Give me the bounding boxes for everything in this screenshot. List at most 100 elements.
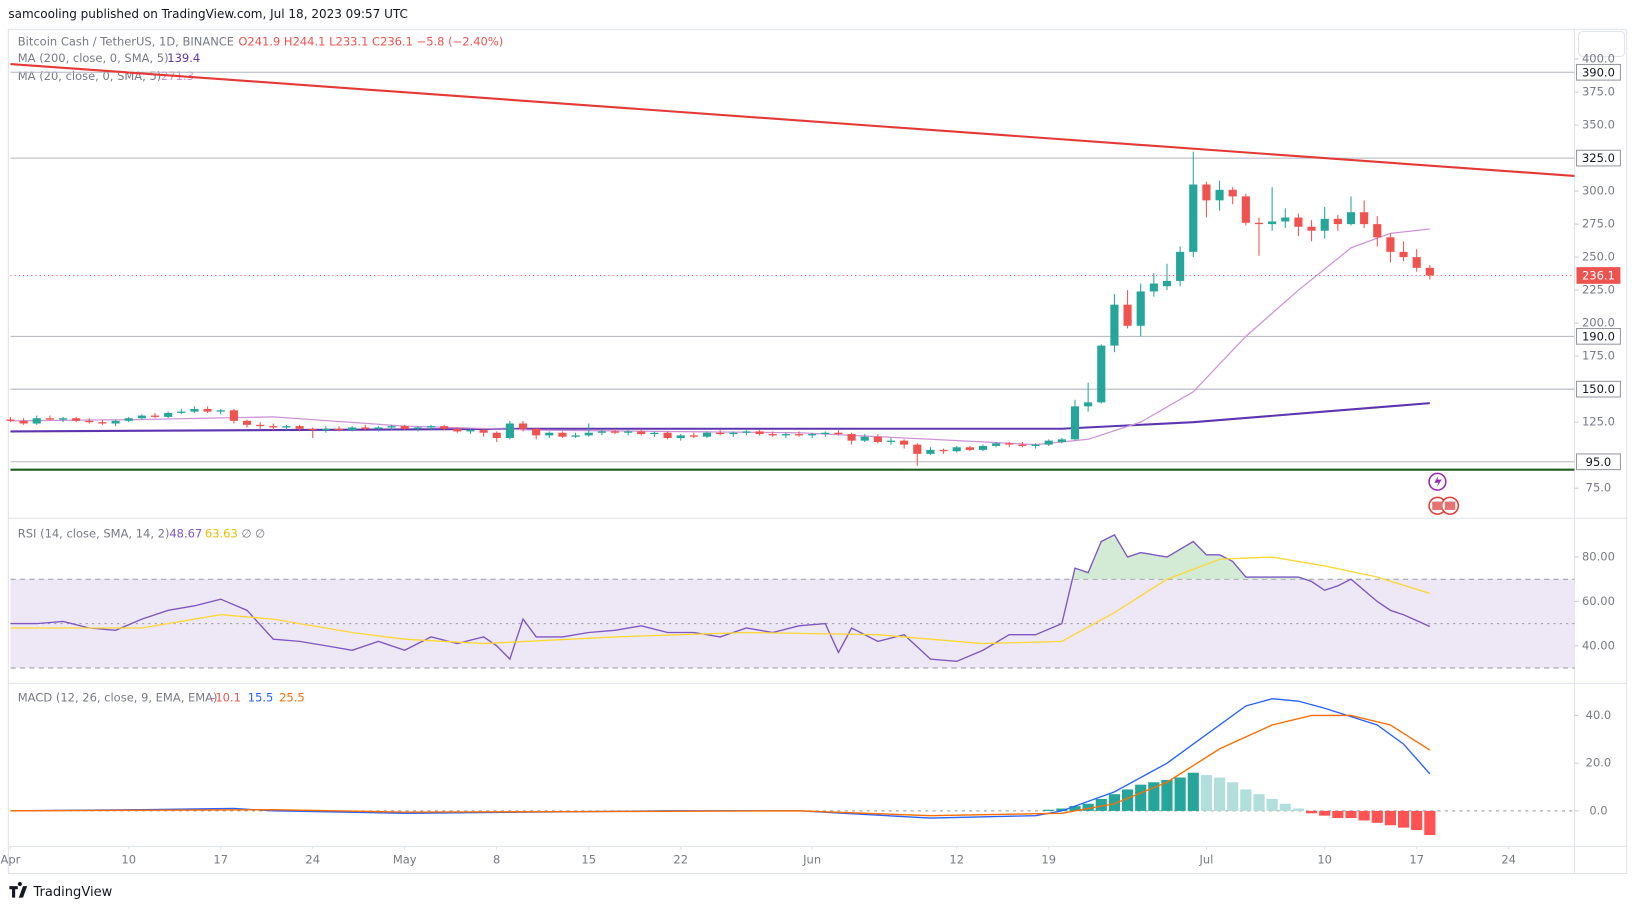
histogram-bar xyxy=(1200,775,1213,811)
level-label-box xyxy=(1575,149,1621,167)
x-tick-label: 10 xyxy=(121,852,136,866)
histogram-bar xyxy=(1384,810,1397,826)
overbought-fill xyxy=(1072,534,1352,580)
candle-body xyxy=(334,428,344,431)
histogram-bar xyxy=(1253,794,1265,811)
candle-body xyxy=(939,449,948,452)
candle-body xyxy=(426,426,436,428)
candle-body xyxy=(1189,184,1198,252)
level-label: 190.0 xyxy=(1582,329,1615,343)
y-tick-label: 375.0 xyxy=(1582,85,1615,99)
y-tick-label: 400.0 xyxy=(1582,52,1615,66)
candle-body xyxy=(781,434,790,436)
candle-body xyxy=(650,432,659,435)
candle-body xyxy=(1070,406,1080,440)
candle-body xyxy=(637,431,646,435)
legend-value: 15.5 xyxy=(248,691,274,705)
histogram-bar xyxy=(1187,772,1199,811)
x-tick-label: Jul xyxy=(1198,852,1213,866)
event-icons[interactable] xyxy=(1428,472,1460,515)
legend-name: RSI (14, close, SMA, 14, 2) xyxy=(18,526,170,540)
candle-body xyxy=(965,447,974,450)
x-tick-label: 24 xyxy=(1501,852,1516,866)
candle-body xyxy=(98,422,107,424)
y-tick-label: 0.0 xyxy=(1589,803,1607,817)
y-tick-label: 20.0 xyxy=(1586,756,1612,770)
histogram-bar xyxy=(1358,810,1370,821)
candle-body xyxy=(492,432,501,439)
candle-body xyxy=(256,424,265,427)
logo xyxy=(9,881,28,898)
candle-body xyxy=(242,420,252,425)
candle-body xyxy=(808,434,817,436)
candle-body xyxy=(742,431,751,433)
candle-body xyxy=(768,434,777,436)
y-tick-label: 175.0 xyxy=(1582,349,1615,363)
y-tick-label: 250.0 xyxy=(1582,250,1615,264)
candle-body xyxy=(72,418,81,421)
level-label-box xyxy=(1575,453,1621,471)
histogram-bar xyxy=(1148,782,1160,811)
histogram-bar xyxy=(1279,803,1291,811)
candle-body xyxy=(295,426,304,429)
level-label-box xyxy=(1575,327,1621,345)
candle-body xyxy=(1281,217,1290,222)
candle-body xyxy=(1110,304,1119,346)
x-tick-label: 19 xyxy=(1041,852,1056,866)
candle-body xyxy=(558,432,567,437)
series-line xyxy=(10,556,1431,645)
candle-body xyxy=(1360,212,1369,225)
histogram-bar xyxy=(1424,810,1436,835)
candle-body xyxy=(1202,184,1211,201)
level-label: 390.0 xyxy=(1582,65,1615,79)
flag xyxy=(1432,501,1443,510)
candle-body xyxy=(755,431,764,435)
level-label-box xyxy=(1575,63,1621,81)
settings-button[interactable] xyxy=(1578,30,1626,57)
candle-body xyxy=(1005,443,1014,445)
candle-body xyxy=(860,436,869,441)
series-line xyxy=(10,402,1430,433)
x-tick-label: Apr xyxy=(1,852,21,866)
candle-body xyxy=(1254,222,1264,225)
candle-body xyxy=(545,432,554,436)
y-tick-label: 300.0 xyxy=(1582,184,1615,198)
legend-value: 48.67 xyxy=(169,526,202,540)
legend-value: -10.1 xyxy=(211,691,241,705)
candle-body xyxy=(1136,291,1145,326)
candle-body xyxy=(978,445,988,450)
symbol: Bitcoin Cash / TetherUS, 1D, BINANCE xyxy=(18,34,234,48)
candle-body xyxy=(479,430,488,433)
candle-body xyxy=(992,443,1001,446)
candle-body xyxy=(1123,304,1132,326)
histogram-bar xyxy=(1161,779,1173,811)
level-label: 150.0 xyxy=(1582,382,1615,396)
histogram-bar xyxy=(1411,810,1423,830)
x-tick-label: 17 xyxy=(1409,852,1424,866)
y-tick-label: 275.0 xyxy=(1582,217,1615,231)
histogram-bar xyxy=(1240,789,1252,811)
histogram-bar xyxy=(1108,794,1121,811)
y-tick-label: 60.00 xyxy=(1582,594,1615,608)
candle-body xyxy=(689,435,698,437)
candle-body xyxy=(1149,283,1158,292)
candle-body xyxy=(453,428,462,432)
candle-body xyxy=(216,410,225,412)
candle-body xyxy=(413,427,422,429)
candle-body xyxy=(164,412,173,417)
candle-body xyxy=(676,435,685,439)
candle-body xyxy=(597,431,606,433)
candle-body xyxy=(1399,251,1408,258)
candle-body xyxy=(1018,444,1027,446)
histogram-bar xyxy=(1043,809,1055,811)
candle-body xyxy=(1373,224,1382,238)
legend-value: 139.4 xyxy=(167,51,200,65)
level-label: 325.0 xyxy=(1582,151,1615,165)
legend-name: MA (20, close, 0, SMA, 5) xyxy=(18,69,161,83)
candle-body xyxy=(716,432,725,435)
candle-body xyxy=(847,434,856,441)
header: samcooling published on TradingView.com,… xyxy=(8,7,408,21)
candle-body xyxy=(821,432,830,435)
candle-body xyxy=(518,423,528,429)
